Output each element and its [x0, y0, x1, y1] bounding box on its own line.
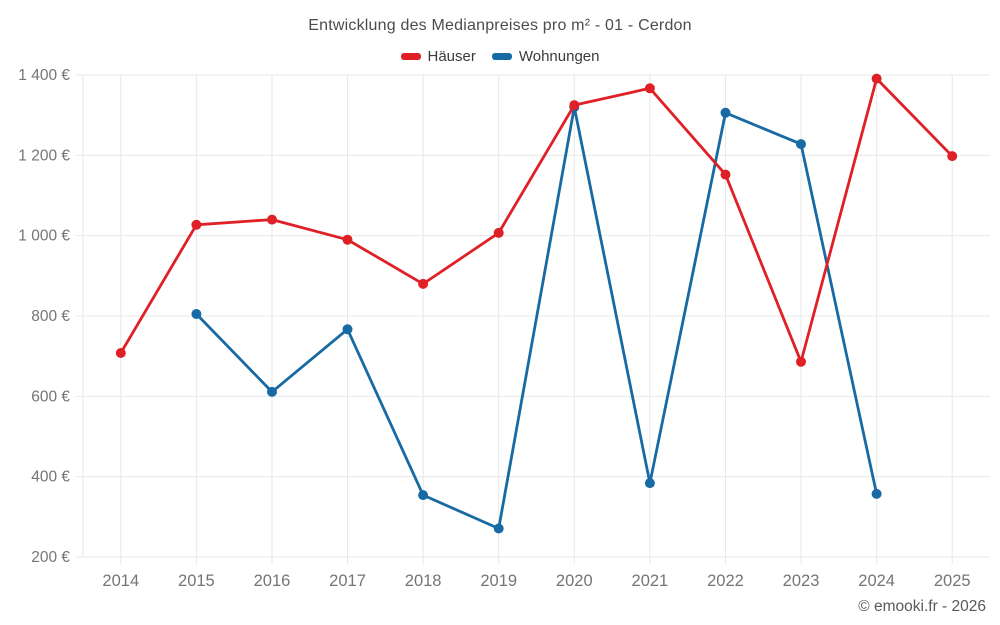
y-tick-label: 400 € — [31, 469, 70, 486]
legend-item-wohnungen[interactable]: Wohnungen — [491, 48, 600, 65]
point-hauser-2024[interactable] — [871, 73, 882, 84]
wohnungen-series-swatch — [491, 53, 512, 60]
y-tick-label: 1 400 € — [18, 67, 70, 84]
point-hauser-2015[interactable] — [191, 219, 202, 230]
point-wohnungen-2022[interactable] — [720, 107, 731, 118]
point-hauser-2025[interactable] — [947, 151, 958, 162]
point-hauser-2023[interactable] — [796, 356, 806, 367]
x-tick-label: 2023 — [783, 572, 820, 590]
x-tick-label: 2017 — [329, 572, 366, 590]
point-wohnungen-2019[interactable] — [493, 523, 504, 534]
x-tick-label: 2021 — [632, 572, 669, 590]
point-hauser-2020[interactable] — [569, 100, 580, 111]
point-wohnungen-2024[interactable] — [871, 488, 882, 499]
x-tick-label: 2015 — [178, 572, 215, 590]
series-hauser — [115, 73, 958, 367]
legend-label-hauser: Häuser — [427, 48, 476, 65]
point-hauser-2022[interactable] — [720, 169, 731, 180]
point-hauser-2014[interactable] — [115, 348, 126, 358]
chart-title: Entwicklung des Medianpreises pro m² - 0… — [308, 17, 692, 34]
point-hauser-2017[interactable] — [342, 234, 353, 245]
y-tick-label: 1 200 € — [18, 147, 70, 164]
x-tick-label: 2019 — [480, 572, 517, 590]
line-wohnungen — [195, 105, 878, 530]
point-wohnungen-2015[interactable] — [191, 309, 202, 319]
point-wohnungen-2017[interactable] — [342, 324, 353, 335]
series-wohnungen — [191, 102, 882, 534]
x-tick-label: 2018 — [405, 572, 442, 590]
point-hauser-2018[interactable] — [418, 278, 429, 289]
point-wohnungen-2016[interactable] — [267, 386, 277, 397]
y-tick-label: 600 € — [31, 388, 70, 405]
x-tick-label: 2016 — [254, 572, 291, 590]
point-hauser-2021[interactable] — [644, 83, 655, 94]
line-hauser — [119, 77, 954, 364]
point-wohnungen-2018[interactable] — [418, 490, 429, 501]
hauser-series-swatch — [400, 53, 421, 60]
y-tick-label: 800 € — [31, 308, 70, 325]
x-tick-label: 2020 — [556, 572, 593, 590]
y-tick-label: 200 € — [31, 549, 70, 566]
legend-label-wohnungen: Wohnungen — [518, 48, 600, 65]
copyright: © emooki.fr - 2026 — [858, 598, 986, 615]
x-tick-label: 2024 — [858, 572, 895, 590]
y-tick-label: 1 000 € — [18, 228, 70, 245]
point-wohnungen-2023[interactable] — [796, 139, 806, 150]
point-hauser-2019[interactable] — [493, 227, 504, 238]
legend: Häuser Wohnungen — [0, 48, 1000, 65]
legend-item-hauser[interactable]: Häuser — [400, 48, 476, 65]
x-tick-label: 2014 — [102, 572, 139, 590]
point-hauser-2016[interactable] — [267, 214, 277, 225]
x-tick-label: 2022 — [707, 572, 744, 590]
x-tick-label: 2025 — [934, 572, 971, 590]
point-wohnungen-2021[interactable] — [644, 478, 655, 489]
